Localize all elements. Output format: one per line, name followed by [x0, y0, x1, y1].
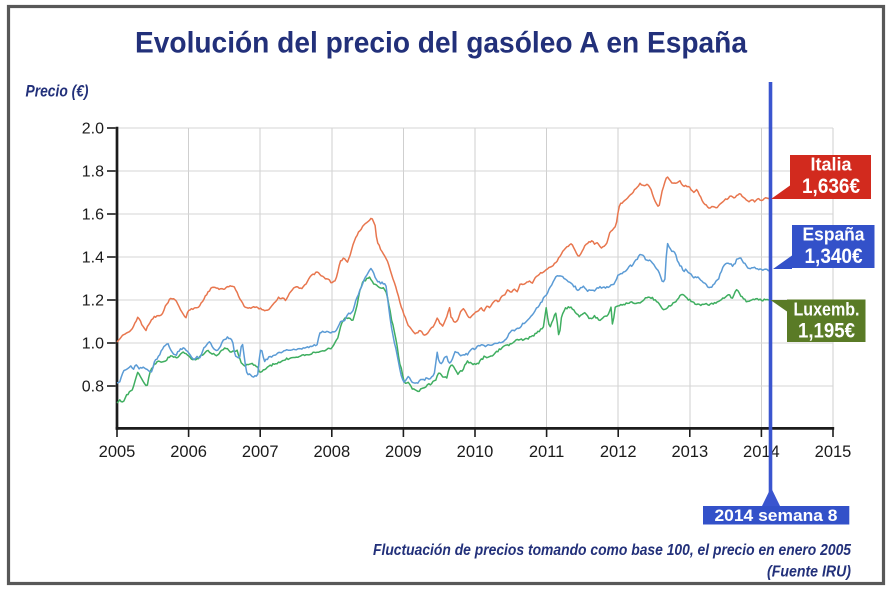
svg-text:1.8: 1.8 — [82, 164, 104, 181]
svg-text:2008: 2008 — [313, 443, 350, 461]
svg-text:2011: 2011 — [529, 443, 564, 461]
svg-text:España: España — [803, 225, 866, 245]
svg-text:1.0: 1.0 — [82, 336, 104, 353]
svg-text:Precio (€): Precio (€) — [26, 82, 89, 101]
svg-text:Italia: Italia — [811, 155, 853, 175]
svg-text:2007: 2007 — [242, 443, 279, 461]
svg-text:2.0: 2.0 — [82, 121, 104, 138]
svg-text:Luxemb.: Luxemb. — [794, 300, 860, 320]
svg-text:1,195€: 1,195€ — [798, 320, 855, 343]
svg-text:1,340€: 1,340€ — [805, 245, 863, 268]
svg-text:2014 semana 8: 2014 semana 8 — [715, 507, 838, 525]
svg-text:2006: 2006 — [170, 443, 207, 461]
svg-text:Evolución del precio del gasól: Evolución del precio del gasóleo A en Es… — [135, 27, 748, 60]
svg-text:0.8: 0.8 — [82, 379, 104, 396]
svg-text:1.4: 1.4 — [82, 250, 104, 267]
svg-text:(Fuente IRU): (Fuente IRU) — [767, 564, 851, 581]
svg-text:1.6: 1.6 — [82, 207, 104, 224]
svg-text:2014: 2014 — [743, 443, 780, 461]
svg-text:2010: 2010 — [457, 443, 494, 461]
svg-text:1,636€: 1,636€ — [802, 175, 860, 198]
svg-text:2012: 2012 — [600, 443, 637, 461]
svg-text:1.2: 1.2 — [82, 293, 104, 310]
svg-text:2015: 2015 — [815, 443, 852, 461]
svg-text:Fluctuación de precios tomando: Fluctuación de precios tomando como base… — [373, 542, 851, 559]
svg-text:2005: 2005 — [99, 443, 136, 461]
svg-text:2009: 2009 — [385, 443, 422, 461]
svg-text:2013: 2013 — [671, 443, 708, 461]
